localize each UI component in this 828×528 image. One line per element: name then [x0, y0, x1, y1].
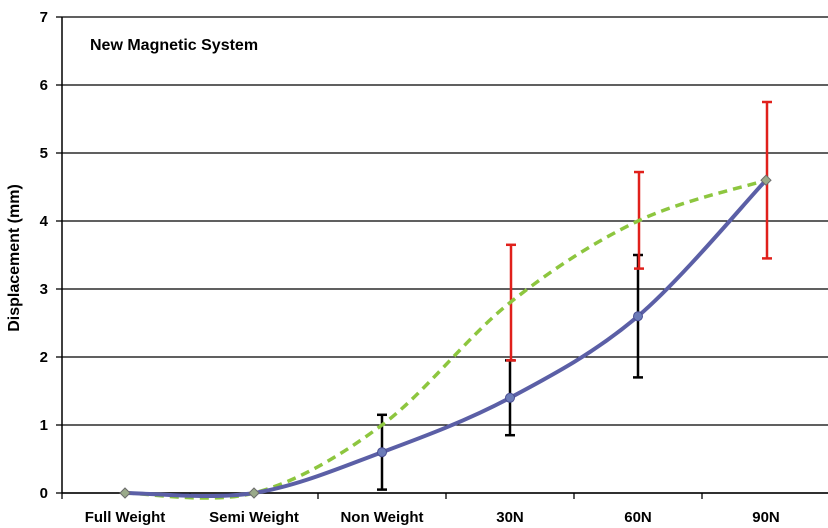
data-point — [633, 311, 643, 322]
data-point — [119, 487, 131, 499]
y-tick-label: 2 — [40, 349, 48, 366]
y-tick-labels: 0 1 2 3 4 5 6 7 — [40, 9, 49, 502]
series-line-dashed — [124, 178, 767, 500]
x-tick-label: 60N — [624, 509, 652, 526]
grid-lines — [56, 16, 828, 494]
data-point — [760, 174, 772, 186]
y-tick-label: 5 — [40, 145, 48, 162]
series-markers — [119, 174, 772, 499]
series-line-solid — [124, 178, 768, 499]
x-tick-label: Semi Weight — [209, 509, 299, 526]
chart-title: New Magnetic System — [90, 37, 258, 54]
y-tick-label: 6 — [40, 77, 48, 94]
y-tick-label: 7 — [40, 9, 48, 26]
data-point — [248, 487, 260, 499]
y-tick-label: 4 — [40, 213, 49, 230]
axes — [61, 17, 828, 499]
data-point — [505, 392, 515, 403]
x-tick-label: Non Weight — [340, 509, 423, 526]
x-tick-label: 90N — [752, 509, 780, 526]
data-point — [377, 447, 387, 458]
series-lines — [124, 178, 768, 500]
y-axis-label: Displacement (mm) — [6, 184, 23, 332]
x-tick-label: 30N — [496, 509, 524, 526]
y-tick-label: 3 — [40, 281, 48, 298]
y-tick-label: 1 — [40, 417, 48, 434]
x-tick-label: Full Weight — [85, 509, 166, 526]
x-tick-labels: Full Weight Semi Weight Non Weight 30N 60N 90… — [85, 509, 780, 526]
y-tick-label: 0 — [40, 485, 48, 502]
